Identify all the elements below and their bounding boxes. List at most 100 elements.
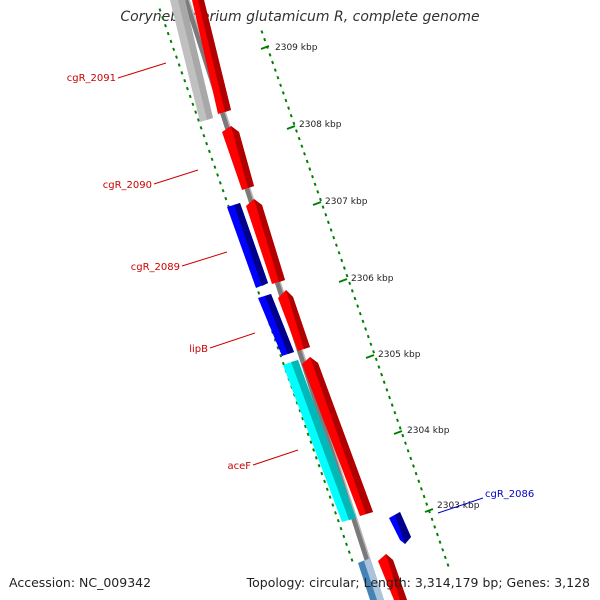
inner-tick-dot <box>331 503 335 507</box>
outer-tick-dot <box>441 548 445 552</box>
outer-tick-dot <box>364 327 368 331</box>
inner-tick-dot <box>199 126 203 130</box>
inner-tick-dot <box>216 173 220 177</box>
gene-block-red-5-shade <box>310 357 373 514</box>
gene-block-blue-2-shade <box>265 294 294 354</box>
outer-tick-dot <box>332 235 336 240</box>
major-tick <box>286 125 296 130</box>
outer-tick-dot <box>268 53 272 57</box>
outer-tick-dot <box>372 350 376 354</box>
outer-tick-dot <box>279 83 283 88</box>
gene-block-red-3-shade <box>254 199 285 282</box>
outer-tick-dot <box>361 319 365 324</box>
outer-tick-dot <box>273 68 277 72</box>
outer-tick-dot <box>425 502 429 506</box>
genome-summary-text: Topology: circular; Length: 3,314,179 bp… <box>246 575 590 590</box>
outer-tick-dot <box>366 334 370 339</box>
outer-tick-dot <box>311 174 314 179</box>
leader-line-cgR-2090 <box>153 169 199 185</box>
outer-tick-dot <box>356 304 360 308</box>
outer-tick-dot <box>329 228 333 232</box>
outer-tick-dot <box>295 129 298 133</box>
outer-tick-dot <box>388 395 391 400</box>
inner-tick-dot <box>224 196 228 201</box>
outer-tick-dot <box>305 159 309 164</box>
outer-tick-dot <box>404 441 407 445</box>
inner-tick-dot <box>303 424 307 429</box>
outer-tick-dot <box>345 273 349 278</box>
inner-tick-dot <box>312 448 316 452</box>
outer-tick-dot <box>430 517 434 522</box>
outer-tick-dot <box>316 190 320 194</box>
leader-line-cgR-2086 <box>437 497 484 514</box>
inner-tick-dot <box>295 401 299 405</box>
outer-tick-dot <box>289 113 293 118</box>
outer-tick-dot <box>350 289 354 293</box>
map-title: Corynebacterium glutamicum R, complete g… <box>120 9 480 25</box>
outer-tick-dot <box>340 258 344 263</box>
inner-tick-dot <box>317 463 321 468</box>
outer-tick-dot <box>284 98 288 103</box>
inner-tick-dot <box>325 487 329 492</box>
ruler-major-ticks <box>260 45 434 513</box>
inner-tick-dot <box>342 534 346 539</box>
inner-tick-dot <box>188 94 192 99</box>
inner-tick-dot <box>334 511 337 515</box>
inner-tick-dot <box>320 471 324 476</box>
inner-tick-dot <box>309 440 313 444</box>
gene-label-lipB: lipB <box>189 344 208 355</box>
gene-block-red-4-shade <box>286 290 310 349</box>
inner-tick-dot <box>202 133 206 138</box>
outer-tick-dot <box>433 525 437 529</box>
major-tick <box>338 278 348 283</box>
gene-block-red-2-shade <box>231 126 254 188</box>
inner-tick-dot <box>257 291 261 295</box>
gene-label-cgR-2086: cgR_2086 <box>485 489 534 500</box>
outer-tick-dot <box>260 30 264 34</box>
gene-block-red-bottom-shade <box>386 554 407 600</box>
inner-tick-dot <box>345 542 348 547</box>
inner-tick-dot <box>213 165 217 169</box>
gene-label-cgR-2089: cgR_2089 <box>131 262 180 273</box>
inner-tick-dot <box>169 39 173 44</box>
ruler-label-2305: 2305 kbp <box>378 350 421 360</box>
major-tick <box>365 354 375 359</box>
outer-tick-dot <box>443 555 447 560</box>
outer-tick-dot <box>412 464 415 468</box>
gene-block-cyan-shade <box>291 360 356 520</box>
inner-tick-dot <box>161 16 165 20</box>
inner-tick-dot <box>279 353 283 358</box>
outer-tick-dot <box>342 266 346 270</box>
outer-tick-dot <box>348 281 352 286</box>
outer-tick-dot <box>334 243 338 247</box>
major-tick <box>393 430 403 435</box>
outer-tick-dot <box>353 296 357 301</box>
outer-tick-dot <box>401 433 405 438</box>
major-tick <box>312 201 322 206</box>
ruler-label-2306: 2306 kbp <box>351 274 394 284</box>
inner-tick-dot <box>164 23 167 28</box>
outer-tick-dot <box>358 311 362 316</box>
outer-tick-dot <box>276 75 280 80</box>
outer-tick-dot <box>446 563 450 567</box>
leader-line-cgR-2091 <box>117 62 167 79</box>
outer-tick-dot <box>398 426 402 430</box>
major-tick <box>424 508 434 513</box>
gene-label-cgR-2090: cgR_2090 <box>103 180 152 191</box>
ruler-label-2309: 2309 kbp <box>275 43 318 53</box>
ruler-label-2307: 2307 kbp <box>325 197 368 207</box>
inner-tick-dot <box>185 86 189 91</box>
outer-tick-dot <box>417 479 421 484</box>
inner-tick-dot <box>221 188 225 193</box>
inner-tick-dot <box>336 518 340 523</box>
inner-tick-dot <box>191 102 195 107</box>
inner-tick-dot <box>177 63 181 67</box>
outer-tick-dot <box>297 136 301 141</box>
outer-tick-dot <box>326 220 330 225</box>
inner-tick-dot <box>172 47 176 52</box>
outer-tick-dot <box>324 212 328 217</box>
leader-line-aceF <box>252 449 299 466</box>
outer-tick-dot <box>303 152 306 156</box>
outer-tick-dot <box>287 106 291 110</box>
